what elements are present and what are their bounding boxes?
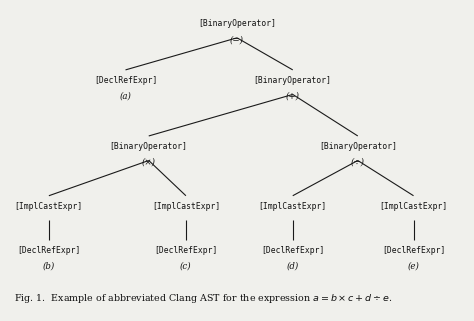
Text: [DeclRefExpr]: [DeclRefExpr] xyxy=(154,246,218,255)
Text: (b): (b) xyxy=(43,262,55,271)
Text: (e): (e) xyxy=(408,262,419,271)
Text: (+): (+) xyxy=(286,92,300,101)
Text: (d): (d) xyxy=(287,262,299,271)
Text: (c): (c) xyxy=(180,262,191,271)
Text: [DeclRefExpr]: [DeclRefExpr] xyxy=(17,246,81,255)
Text: [DeclRefExpr]: [DeclRefExpr] xyxy=(94,76,157,85)
Text: Fig. 1.  Example of abbreviated Clang AST for the expression $a = b\times c+d\di: Fig. 1. Example of abbreviated Clang AST… xyxy=(14,292,392,305)
Text: [ImplCastExpr]: [ImplCastExpr] xyxy=(379,202,447,211)
Text: [DeclRefExpr]: [DeclRefExpr] xyxy=(261,246,324,255)
Text: (a): (a) xyxy=(119,92,131,101)
Text: (÷): (÷) xyxy=(351,158,365,167)
Text: [BinaryOperator]: [BinaryOperator] xyxy=(319,142,397,151)
Text: [ImplCastExpr]: [ImplCastExpr] xyxy=(15,202,83,211)
Text: [ImplCastExpr]: [ImplCastExpr] xyxy=(259,202,327,211)
Text: (×): (×) xyxy=(142,158,156,167)
Text: (=): (=) xyxy=(230,35,244,44)
Text: [BinaryOperator]: [BinaryOperator] xyxy=(110,142,188,151)
Text: [BinaryOperator]: [BinaryOperator] xyxy=(198,19,276,28)
Text: [DeclRefExpr]: [DeclRefExpr] xyxy=(382,246,445,255)
Text: [ImplCastExpr]: [ImplCastExpr] xyxy=(152,202,220,211)
Text: [BinaryOperator]: [BinaryOperator] xyxy=(254,76,332,85)
